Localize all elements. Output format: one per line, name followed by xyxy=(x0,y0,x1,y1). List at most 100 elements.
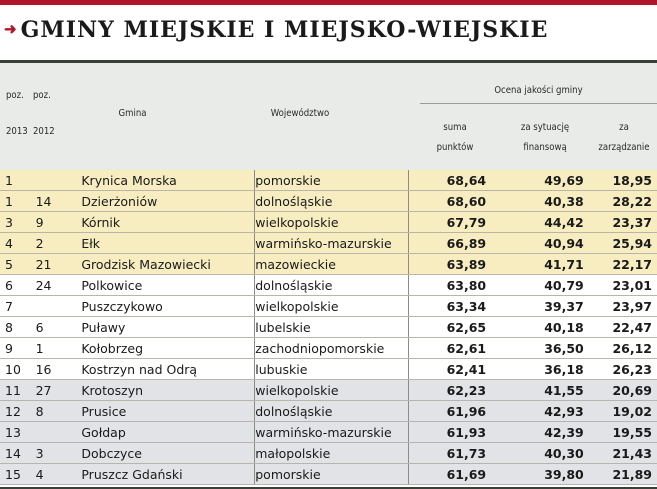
cell-suma-punktow: 62,65 xyxy=(407,316,489,338)
table-row: 1 Krynica Morska pomorskie 68,64 49,69 18,95 xyxy=(0,170,657,191)
cell-poz-2012 xyxy=(35,421,82,443)
cell-zarzadzanie: 19,55 xyxy=(585,421,657,443)
cell-poz-2012: 24 xyxy=(35,274,82,296)
table-row: 10 16 Kostrzyn nad Odrą lubuskie 62,41 36,18 2… xyxy=(0,358,657,380)
cell-poz-2012: 16 xyxy=(35,358,82,380)
cell-zarzadzanie: 26,12 xyxy=(585,337,657,359)
cell-suma-punktow: 61,69 xyxy=(407,463,489,485)
cell-sytuacja-finansowa: 39,80 xyxy=(488,463,586,485)
cell-wojewodztwo: małopolskie xyxy=(254,442,409,464)
cell-zarzadzanie: 25,94 xyxy=(585,232,657,254)
header-year-2012: 2012 xyxy=(33,126,55,137)
header-ocena: Ocena jakości gminy xyxy=(494,85,583,96)
cell-poz-2013: 6 xyxy=(0,274,36,296)
cell-zarzadzanie: 20,69 xyxy=(585,379,657,401)
table-row: 13 Gołdap warmińsko-mazurskie 61,93 42,39 19,… xyxy=(0,421,657,443)
table-row: 6 24 Polkowice dolnośląskie 63,80 40,79 23,01 xyxy=(0,274,657,296)
cell-zarzadzanie: 21,89 xyxy=(585,463,657,485)
cell-gmina: Krotoszyn xyxy=(81,379,255,401)
cell-gmina: Dzierżoniów xyxy=(81,190,255,212)
cell-wojewodztwo: zachodniopomorskie xyxy=(254,337,409,359)
cell-zarzadzanie: 26,23 xyxy=(585,358,657,380)
cell-wojewodztwo: mazowieckie xyxy=(254,253,409,275)
cell-wojewodztwo: wielkopolskie xyxy=(254,295,409,317)
cell-poz-2012: 27 xyxy=(35,379,82,401)
cell-suma-punktow: 68,64 xyxy=(407,170,489,191)
cell-gmina: Kostrzyn nad Odrą xyxy=(81,358,255,380)
table-row: 4 2 Ełk warmińsko-mazurskie 66,89 40,94 25,94 xyxy=(0,232,657,254)
cell-suma-punktow: 66,89 xyxy=(407,232,489,254)
cell-poz-2012: 14 xyxy=(35,190,82,212)
ranking-table-body: 1 Krynica Morska pomorskie 68,64 49,69 18,95 1… xyxy=(0,170,657,485)
cell-gmina: Prusice xyxy=(81,400,255,422)
table-row: 3 9 Kórnik wielkopolskie 67,79 44,42 23,37 xyxy=(0,211,657,233)
header-zarzadzanie-line2: zarządzanie xyxy=(598,142,650,153)
cell-sytuacja-finansowa: 36,50 xyxy=(488,337,586,359)
cell-poz-2013: 10 xyxy=(0,358,36,380)
table-row: 7 Puszczykowo wielkopolskie 63,34 39,37 23,97 xyxy=(0,295,657,317)
cell-wojewodztwo: pomorskie xyxy=(254,463,409,485)
cell-gmina: Kołobrzeg xyxy=(81,337,255,359)
cell-poz-2013: 11 xyxy=(0,379,36,401)
cell-zarzadzanie: 28,22 xyxy=(585,190,657,212)
cell-gmina: Dobczyce xyxy=(81,442,255,464)
cell-gmina: Puszczykowo xyxy=(81,295,255,317)
cell-poz-2012: 4 xyxy=(35,463,82,485)
cell-zarzadzanie: 22,47 xyxy=(585,316,657,338)
cell-suma-punktow: 62,61 xyxy=(407,337,489,359)
cell-suma-punktow: 61,96 xyxy=(407,400,489,422)
cell-zarzadzanie: 18,95 xyxy=(585,170,657,191)
arrow-icon: ➜ xyxy=(4,20,18,38)
cell-suma-punktow: 63,34 xyxy=(407,295,489,317)
bottom-rule xyxy=(0,487,657,489)
header-finanse-line1: za sytuację xyxy=(520,122,570,133)
cell-suma-punktow: 63,89 xyxy=(407,253,489,275)
page-title: ➜ GMINY MIEJSKIE I MIEJSKO-WIEJSKIE xyxy=(4,17,548,43)
cell-sytuacja-finansowa: 42,93 xyxy=(488,400,586,422)
cell-wojewodztwo: dolnośląskie xyxy=(254,190,409,212)
cell-zarzadzanie: 22,17 xyxy=(585,253,657,275)
cell-sytuacja-finansowa: 41,55 xyxy=(488,379,586,401)
cell-suma-punktow: 61,73 xyxy=(407,442,489,464)
cell-zarzadzanie: 19,02 xyxy=(585,400,657,422)
cell-poz-2013: 4 xyxy=(0,232,36,254)
table-row: 5 21 Grodzisk Mazowiecki mazowieckie 63,89 41… xyxy=(0,253,657,275)
cell-poz-2013: 13 xyxy=(0,421,36,443)
header-gmina: Gmina xyxy=(118,108,147,119)
cell-gmina: Polkowice xyxy=(81,274,255,296)
cell-poz-2013: 14 xyxy=(0,442,36,464)
table-row: 8 6 Puławy lubelskie 62,65 40,18 22,47 xyxy=(0,316,657,338)
cell-poz-2012: 2 xyxy=(35,232,82,254)
cell-poz-2012: 8 xyxy=(35,400,82,422)
cell-gmina: Kórnik xyxy=(81,211,255,233)
cell-wojewodztwo: warmińsko-mazurskie xyxy=(254,421,409,443)
cell-sytuacja-finansowa: 42,39 xyxy=(488,421,586,443)
cell-poz-2012: 21 xyxy=(35,253,82,275)
header-divider xyxy=(420,103,657,104)
cell-zarzadzanie: 23,37 xyxy=(585,211,657,233)
cell-wojewodztwo: pomorskie xyxy=(254,170,409,191)
header-poz-2012: poz. xyxy=(33,90,51,101)
cell-poz-2013: 7 xyxy=(0,295,36,317)
cell-sytuacja-finansowa: 39,37 xyxy=(488,295,586,317)
table-row: 15 4 Pruszcz Gdański pomorskie 61,69 39,80 21,… xyxy=(0,463,657,485)
cell-sytuacja-finansowa: 40,30 xyxy=(488,442,586,464)
cell-wojewodztwo: wielkopolskie xyxy=(254,379,409,401)
table-row: 14 3 Dobczyce małopolskie 61,73 40,30 21,43 xyxy=(0,442,657,464)
cell-sytuacja-finansowa: 44,42 xyxy=(488,211,586,233)
cell-sytuacja-finansowa: 40,18 xyxy=(488,316,586,338)
cell-wojewodztwo: lubelskie xyxy=(254,316,409,338)
cell-poz-2012 xyxy=(35,295,82,317)
cell-poz-2012: 1 xyxy=(35,337,82,359)
cell-wojewodztwo: wielkopolskie xyxy=(254,211,409,233)
cell-poz-2013: 8 xyxy=(0,316,36,338)
cell-sytuacja-finansowa: 36,18 xyxy=(488,358,586,380)
table-row: 9 1 Kołobrzeg zachodniopomorskie 62,61 36,50 2… xyxy=(0,337,657,359)
cell-poz-2013: 1 xyxy=(0,190,36,212)
cell-poz-2013: 3 xyxy=(0,211,36,233)
cell-suma-punktow: 68,60 xyxy=(407,190,489,212)
cell-poz-2012: 9 xyxy=(35,211,82,233)
cell-sytuacja-finansowa: 40,38 xyxy=(488,190,586,212)
cell-wojewodztwo: dolnośląskie xyxy=(254,400,409,422)
table-row: 1 14 Dzierżoniów dolnośląskie 68,60 40,38 28,2… xyxy=(0,190,657,212)
